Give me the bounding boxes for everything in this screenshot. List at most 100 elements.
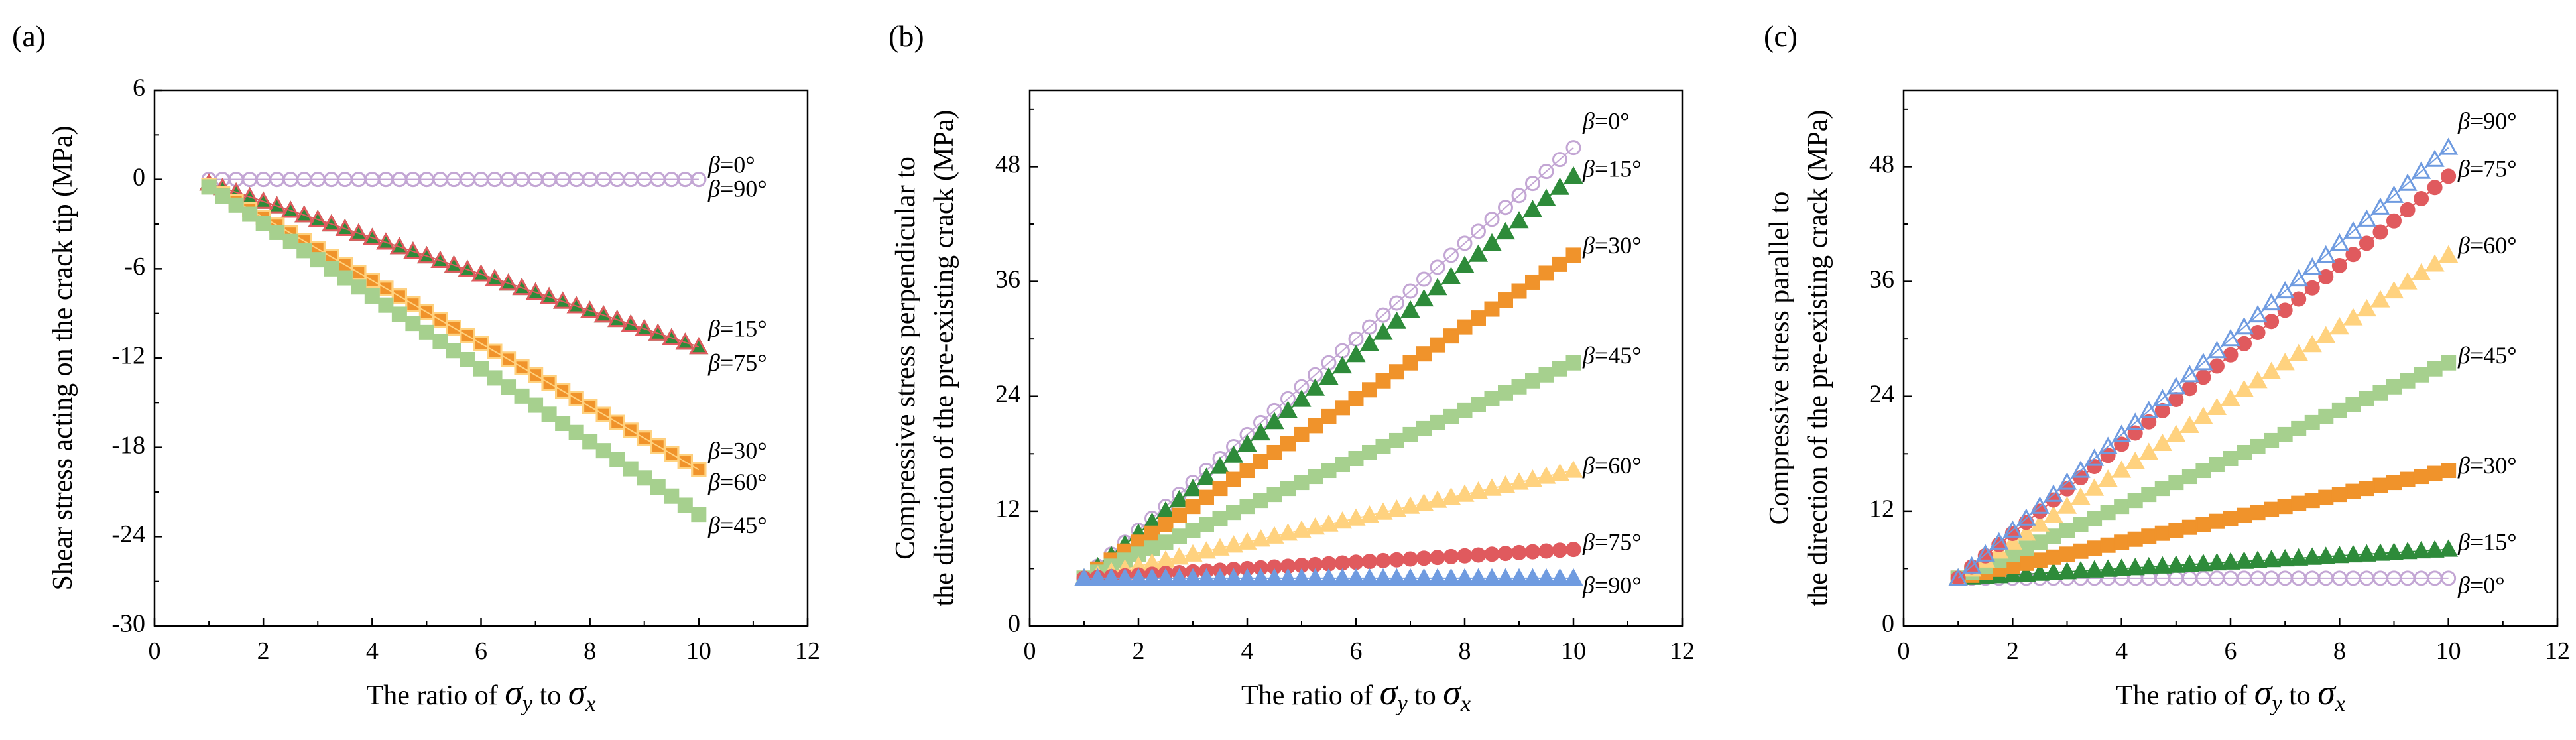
data-point bbox=[514, 359, 530, 375]
data-point bbox=[1362, 444, 1377, 460]
data-point bbox=[1373, 322, 1393, 340]
data-point bbox=[2386, 379, 2402, 395]
y-tick-label: 0 bbox=[1008, 610, 1020, 638]
series-label: β=75° bbox=[2457, 156, 2517, 182]
series-label: β=45° bbox=[2457, 342, 2517, 369]
data-point bbox=[1482, 478, 1502, 496]
data-point bbox=[2425, 254, 2445, 272]
data-point bbox=[2425, 149, 2445, 167]
data-point bbox=[444, 255, 464, 273]
data-point bbox=[351, 279, 367, 295]
data-point bbox=[2277, 499, 2293, 515]
data-point bbox=[2209, 513, 2225, 529]
data-point bbox=[1484, 391, 1500, 406]
data-point bbox=[2400, 202, 2416, 217]
data-point bbox=[2384, 185, 2404, 203]
data-point bbox=[1564, 568, 1583, 586]
y-axis-label: Compressive stress parallel to bbox=[1764, 192, 1795, 525]
data-point bbox=[1471, 547, 1486, 563]
series-line bbox=[208, 185, 700, 471]
x-tick-label: 8 bbox=[1459, 637, 1471, 665]
data-point bbox=[501, 379, 517, 395]
data-point bbox=[1416, 420, 1432, 436]
data-point bbox=[1428, 490, 1447, 508]
series-label: β=60° bbox=[2457, 232, 2517, 259]
data-point bbox=[1375, 552, 1391, 568]
data-point bbox=[675, 332, 695, 350]
data-point bbox=[2100, 505, 2116, 521]
data-point bbox=[255, 216, 271, 231]
data-point bbox=[2427, 465, 2443, 481]
data-point bbox=[1430, 550, 1445, 566]
x-tick-label: 6 bbox=[475, 637, 487, 665]
data-point bbox=[2262, 361, 2282, 379]
data-point bbox=[1564, 460, 1583, 478]
x-tick-label: 10 bbox=[2436, 637, 2461, 665]
data-point bbox=[2223, 511, 2239, 526]
data-point bbox=[2372, 224, 2388, 240]
data-point bbox=[294, 205, 314, 223]
data-point bbox=[2085, 560, 2105, 578]
data-point bbox=[1552, 361, 1567, 377]
data-point bbox=[607, 309, 627, 328]
data-point bbox=[1185, 523, 1201, 538]
data-point bbox=[1158, 517, 1174, 532]
data-point bbox=[2441, 168, 2457, 184]
x-tick-label: 10 bbox=[1561, 637, 1586, 665]
data-point bbox=[2414, 191, 2429, 207]
data-point bbox=[689, 337, 709, 355]
data-point bbox=[473, 361, 489, 377]
data-point bbox=[1278, 568, 1298, 586]
x-tick-label: 10 bbox=[686, 637, 711, 665]
data-point bbox=[1443, 408, 1459, 424]
data-point bbox=[1074, 568, 1094, 586]
data-point bbox=[1321, 463, 1337, 479]
data-point bbox=[1511, 188, 1527, 204]
data-point bbox=[1280, 481, 1296, 497]
data-point bbox=[253, 191, 273, 209]
data-point bbox=[294, 205, 314, 223]
data-point bbox=[2071, 460, 2091, 478]
data-point bbox=[1443, 328, 1459, 344]
y-tick-label: 48 bbox=[1869, 151, 1894, 178]
data-point bbox=[2044, 484, 2063, 502]
data-point bbox=[2195, 517, 2211, 532]
data-point bbox=[1552, 542, 1567, 558]
data-point bbox=[526, 282, 546, 300]
data-point bbox=[2098, 469, 2118, 487]
data-point bbox=[1305, 517, 1325, 535]
data-point bbox=[2139, 442, 2159, 460]
data-point bbox=[2386, 213, 2402, 229]
panel-label: (a) bbox=[12, 19, 46, 53]
data-point bbox=[637, 430, 652, 446]
data-point bbox=[487, 343, 503, 359]
data-point bbox=[296, 243, 312, 259]
data-point bbox=[1402, 355, 1418, 371]
data-point bbox=[310, 252, 326, 268]
data-point bbox=[2359, 481, 2374, 497]
data-point bbox=[2357, 298, 2376, 317]
y-tick-label: 36 bbox=[1869, 265, 1894, 293]
data-point bbox=[2141, 487, 2157, 503]
data-point bbox=[1550, 463, 1570, 481]
data-point bbox=[2384, 280, 2404, 299]
x-tick-label: 8 bbox=[2333, 637, 2346, 665]
x-tick-label: 12 bbox=[795, 637, 820, 665]
data-point bbox=[2343, 308, 2363, 326]
data-point bbox=[2370, 543, 2390, 561]
data-point bbox=[2359, 391, 2374, 406]
data-point bbox=[1536, 568, 1556, 586]
data-point bbox=[2304, 414, 2320, 430]
data-point bbox=[1525, 274, 1540, 290]
data-point bbox=[2291, 495, 2307, 511]
data-point bbox=[568, 391, 584, 406]
y-tick-label: -12 bbox=[111, 342, 145, 370]
data-point bbox=[1144, 525, 1160, 541]
data-point bbox=[2250, 438, 2266, 454]
data-point bbox=[512, 277, 532, 296]
data-point bbox=[1468, 568, 1489, 586]
data-point bbox=[1142, 568, 1162, 586]
data-point bbox=[2425, 540, 2445, 558]
data-point bbox=[1280, 436, 1296, 452]
data-point bbox=[2291, 291, 2307, 307]
